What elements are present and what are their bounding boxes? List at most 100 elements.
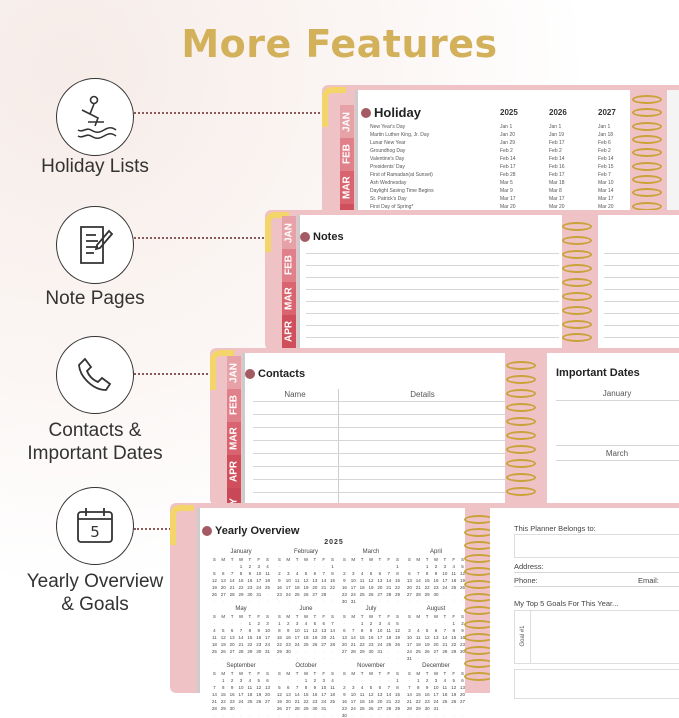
day-cell: 8 — [278, 628, 281, 633]
day-cell: 13 — [341, 635, 347, 640]
day-cell: - — [379, 564, 381, 569]
tab-jan[interactable]: JAN — [282, 216, 296, 249]
day-cell: 21 — [211, 699, 217, 704]
weekday-label: T — [443, 614, 447, 619]
tab-feb[interactable]: FEB — [227, 389, 241, 422]
day-cell: 1 — [239, 564, 243, 569]
weekday-label: S — [277, 671, 281, 676]
spiral-ring — [562, 333, 592, 343]
day-cell: 30 — [433, 592, 439, 597]
day-cell: - — [417, 713, 420, 718]
day-cell: - — [396, 656, 399, 661]
feature-label-yearly: Yearly Overview & Goals — [0, 570, 190, 616]
weekday-label: M — [416, 614, 421, 619]
tab-mar[interactable]: MAR — [340, 171, 354, 204]
note-line — [306, 253, 559, 254]
tab-mar[interactable]: MAR — [282, 282, 296, 315]
day-cell: 13 — [433, 635, 439, 640]
day-cell: 28 — [211, 706, 217, 711]
holiday-date: Feb 17 — [500, 164, 516, 170]
day-cell: 22 — [247, 642, 253, 647]
day-cell: - — [278, 713, 281, 718]
month-grid: S M T W T F S - - - - -1 2 3 4 5 6 7 8 9 10 11 12 13 14 15 16 17 18 1… — [405, 614, 467, 661]
day-cell: - — [426, 713, 428, 718]
weekday-label: T — [295, 614, 299, 619]
goal-1-box[interactable]: Goal #1 — [514, 610, 679, 664]
weekday-label: W — [433, 671, 439, 676]
weekday-label: W — [368, 614, 374, 619]
tab-feb[interactable]: FEB — [340, 138, 354, 171]
weekday-label: S — [396, 671, 400, 676]
day-cell: 24 — [406, 649, 412, 654]
day-cell: 28 — [442, 649, 448, 654]
month-calendar: March S M T W T F S - - - - - -1 2 3 4 5 6 7 8 9 10 11 12 13 14 15 1… — [340, 549, 402, 604]
day-cell: - — [444, 706, 446, 711]
day-cell: - — [213, 621, 216, 626]
day-cell: 17 — [265, 635, 271, 640]
tab-apr[interactable]: APR — [227, 455, 241, 488]
day-cell: - — [222, 564, 225, 569]
day-cell: 17 — [350, 699, 356, 704]
weekday-label: T — [443, 557, 447, 562]
day-cell: 10 — [350, 578, 356, 583]
day-cell: 22 — [451, 642, 457, 647]
day-cell: 9 — [257, 628, 260, 633]
day-cell: 23 — [285, 642, 291, 647]
day-cell: 15 — [238, 578, 244, 583]
tab-jan[interactable]: JAN — [227, 356, 241, 389]
day-cell: 20 — [406, 585, 412, 590]
day-cell: 3 — [295, 621, 299, 626]
tab-mar[interactable]: MAR — [227, 422, 241, 455]
note-line — [604, 313, 679, 314]
weekday-label: F — [322, 614, 326, 619]
day-cell: 24 — [377, 642, 383, 647]
day-cell: 30 — [312, 706, 318, 711]
tab-feb[interactable]: FEB — [282, 249, 296, 282]
day-cell: 3 — [257, 564, 260, 569]
weekday-label: S — [212, 557, 216, 562]
contacts-header: Contacts — [245, 368, 305, 380]
weekday-label: M — [351, 671, 356, 676]
weekday-label: F — [452, 557, 456, 562]
day-cell: 27 — [321, 642, 327, 647]
spiral-binding — [506, 358, 536, 498]
day-cell: 4 — [304, 621, 308, 626]
day-cell: 14 — [415, 578, 421, 583]
weekday-label: T — [313, 614, 317, 619]
tab-jan[interactable]: JAN — [340, 105, 354, 138]
day-cell: 7 — [352, 628, 355, 633]
gold-corner — [170, 505, 194, 545]
day-cell: 29 — [303, 706, 309, 711]
day-cell: 17 — [256, 578, 262, 583]
holiday-name: St. Patrick's Day — [370, 196, 407, 202]
day-cell: 31 — [256, 592, 262, 597]
day-cell: 19 — [211, 585, 217, 590]
holiday-name: New Year's Day — [370, 124, 406, 130]
note-line — [306, 337, 559, 338]
day-cell: 15 — [424, 578, 430, 583]
day-cell: - — [387, 713, 390, 718]
month-grid: S M T W T F S - - -1 2 3 4 5 6 7 8 9 10 11 12 13 14 15 16 17 18 19 2… — [210, 557, 272, 604]
day-cell: 6 — [343, 628, 346, 633]
day-cell: 2 — [248, 564, 252, 569]
owner-name-field[interactable] — [514, 534, 679, 558]
day-cell: 26 — [424, 649, 430, 654]
goal-2-box[interactable] — [514, 669, 679, 699]
spiral-ring — [506, 416, 536, 426]
month-name: January — [230, 549, 252, 555]
day-cell: - — [331, 656, 334, 661]
day-cell: - — [444, 713, 446, 718]
day-cell: - — [314, 713, 316, 718]
phone-label: Phone: — [514, 576, 538, 585]
day-cell: 24 — [350, 706, 356, 711]
day-cell: 7 — [408, 685, 411, 690]
day-cell: - — [452, 706, 455, 711]
holiday-date: Feb 17 — [549, 172, 565, 178]
right-page — [598, 215, 679, 350]
day-cell: 26 — [368, 592, 374, 597]
jet-ski-icon — [56, 78, 134, 156]
tab-apr[interactable]: APR — [282, 315, 296, 348]
day-cell: 27 — [377, 592, 383, 597]
spiral-binding — [562, 220, 592, 345]
note-line — [604, 277, 679, 278]
